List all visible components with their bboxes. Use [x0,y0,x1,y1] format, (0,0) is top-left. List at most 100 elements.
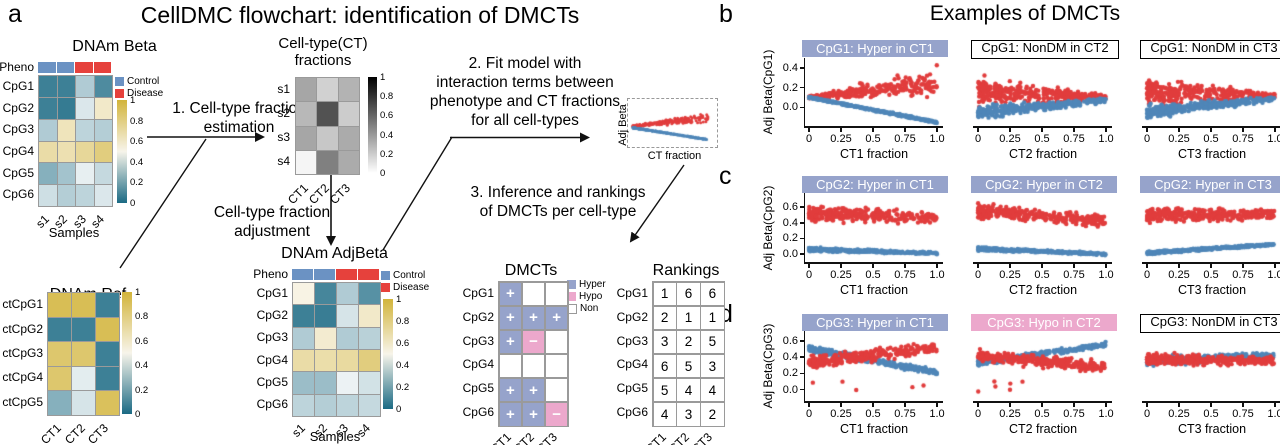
x-tick [872,127,874,132]
heatmap-cell [39,141,57,163]
x-tick-label: 0.25 [999,269,1021,281]
subplot-header: CpG1: NonDM in CT3 [1140,40,1280,59]
y-tick [800,388,804,391]
x-tick-label: 0 [805,269,813,281]
inset-x-label: CT fraction [647,150,702,162]
dmct-cell [545,282,568,306]
heatmap-cell [338,102,359,126]
row-label: CpG5 [2,165,34,180]
pheno-cell [38,62,56,73]
heatmap-cell [76,97,94,119]
heatmap-cell [72,317,95,342]
row-label: CpG5 [616,381,648,396]
heatmap-cell [337,372,358,394]
dmct-cell: + [499,282,522,306]
disease-swatch [381,283,390,292]
x-axis-title: CT3 fraction [1177,422,1247,436]
x-axis-title: CT1 fraction [839,147,909,161]
scatter-plot [805,193,943,262]
hypo-swatch [567,292,576,301]
heatmap-cell [76,163,94,185]
x-tick-label: 0.75 [894,269,916,281]
x-tick [1041,263,1043,268]
row-label: s2 [277,106,290,120]
x-tick-label: 0.5 [1203,133,1219,145]
x-tick-label: 0.5 [1034,408,1050,420]
hypo-label: Hypo [579,291,603,302]
row-label: CpG5 [462,381,494,396]
scatter-plot [1143,331,1280,401]
x-axis-line [972,262,1112,264]
x-tick [840,402,842,407]
colorbar-tick: 0 [396,404,402,415]
disease-label: Disease [127,88,164,99]
row-label: s1 [277,82,290,96]
heatmap-cell [76,119,94,141]
heatmap-cell [317,150,338,174]
heatmap-cell [337,394,358,416]
heatmap-cell [359,394,380,416]
x-tick-label: 0.75 [894,133,916,145]
row-label: CpG2 [616,309,648,324]
row-label: CpG4 [256,352,288,367]
x-axis-title: CT3 fraction [1177,283,1247,297]
x-tick-label: 1.0 [1267,133,1280,145]
colorbar [122,292,132,414]
row-label: ctCpG1 [2,297,43,312]
control-swatch [381,271,390,280]
x-tick-label: 0 [1143,133,1151,145]
pheno-cell [292,269,313,280]
control-label: Control [127,76,160,87]
x-tick [840,263,842,268]
row-label: CpG5 [256,374,288,389]
colorbar-tick: 0.2 [380,148,394,160]
y-tick [800,356,804,358]
row-label: CpG6 [462,405,494,420]
y-tick [800,86,804,89]
x-axis-title: CT1 fraction [839,283,909,297]
x-tick [1009,127,1011,132]
x-tick-label: 0.75 [1063,133,1085,145]
row-label: s3 [277,130,290,144]
control-label: Control [393,270,426,281]
heatmap-cell [317,126,338,150]
y-tick [800,253,804,255]
x-tick-label: 0 [805,133,813,145]
x-axis-line [803,126,943,128]
heatmap-cell [359,372,380,394]
row-label: CpG1 [2,78,34,93]
x-tick-label: 0.75 [1063,408,1085,420]
x-tick-label: 0.5 [1203,269,1219,281]
x-axis-title: CT2 fraction [1008,283,1078,297]
panel-a-label: a [8,0,22,28]
row-label: ctCpG5 [2,394,43,409]
heatmap-cell [96,366,119,391]
colorbar-tick: 1 [130,95,136,106]
heatmap-cell [315,350,336,372]
disease-label: Disease [393,282,430,293]
dmct-cell: + [522,306,545,330]
dnam-beta-title: DNAm Beta [72,38,157,55]
x-tick [1210,402,1212,407]
row-label: CpG4 [2,143,34,158]
x-axis-line [803,262,943,264]
heatmap-cell [48,391,71,415]
heatmap-cell [315,305,336,327]
scatter-plot [805,331,943,401]
panel-c-label: c [719,162,732,190]
x-tick [1073,402,1075,407]
pheno-cell [336,269,357,280]
x-tick-label: 0.25 [1168,133,1190,145]
row-label: CpG2 [462,309,494,324]
x-tick [1178,402,1180,407]
x-tick-label: 0.25 [830,408,852,420]
x-tick [977,402,979,407]
heatmap-cell [57,141,75,163]
control-swatch [115,77,124,86]
heatmap-cell [48,366,71,391]
x-tick-label: 0.5 [1203,408,1219,420]
y-tick-label: 0.4 [782,351,798,364]
y-tick [800,340,804,342]
adjust-text: Cell-type fraction adjustment [213,204,331,240]
